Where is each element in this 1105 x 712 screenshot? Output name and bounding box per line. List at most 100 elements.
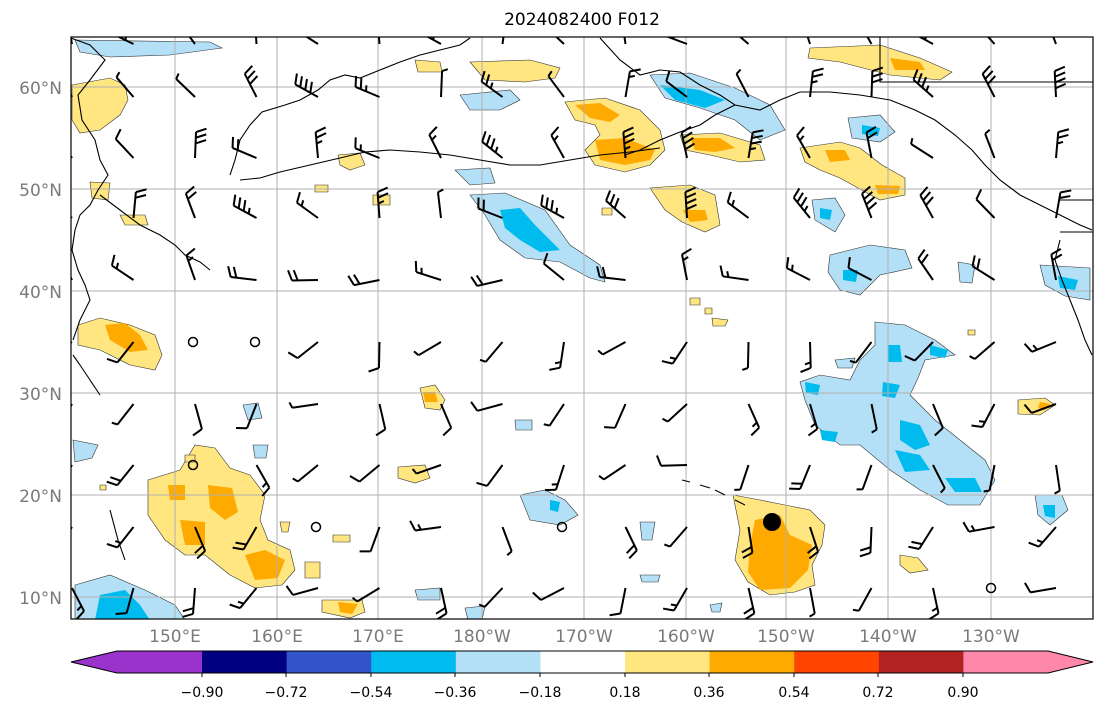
wind-barb [232,526,258,551]
colorbar-tick-label: 0.72 [862,685,893,701]
blue-core [820,430,838,442]
wind-barb-shaft [681,254,688,281]
wind-barb-feather [287,351,299,359]
wind-barb [665,70,688,98]
wind-barb-shaft [116,37,134,45]
wind-barb-feather [807,428,818,437]
wind-barb-feather [624,145,631,151]
wind-barb-shaft [194,131,198,159]
wind-barb [413,341,442,357]
wind-barb-shaft [1055,192,1062,219]
wind-barb [532,587,565,601]
wind-barb-shaft [624,526,638,551]
wind-barb-feather [864,27,868,32]
wind-barb-shaft [547,75,565,98]
wind-barb [255,464,271,497]
blue-region [519,489,579,526]
wind-barb-shaft [865,132,873,159]
wind-barb-shaft [188,37,196,45]
north-america-west-coast [1054,239,1093,356]
colorbar-tick-label: 0.36 [693,685,724,701]
wind-barb [106,526,135,549]
wind-barb-feather [244,65,253,75]
wind-barb-feather [859,552,871,558]
wind-barb-shaft [296,201,319,219]
wind-barb-shaft [416,464,442,475]
wind-barb-shaft [861,464,873,490]
wind-barb-feather [597,349,604,356]
wind-barb [747,129,764,159]
wind-barb-feather [413,350,420,356]
wind-barb-shaft [739,464,750,490]
colorbar-tick-label: 0.54 [778,685,809,701]
wind-barb [849,341,873,364]
wind-barb-feather [304,78,308,91]
wind-barb-feather [294,73,298,85]
wind-barb [436,188,444,219]
wind-barbs [61,19,1072,619]
wind-barb-feather [750,140,762,145]
wind-barb-shaft [115,76,135,98]
wind-barb-feather [506,550,513,556]
blue-core [882,382,900,398]
wind-barb-feather [1054,77,1066,84]
wind-barb-feather [299,76,303,88]
blue-core [805,382,820,395]
wind-barb-feather [871,428,878,434]
wind-barb [106,341,135,364]
wind-barb [904,341,934,362]
wind-barb-shaft [680,132,688,159]
wind-barb-feather [187,256,194,262]
wind-barb-feather [908,545,920,550]
wind-barb [188,37,196,45]
wind-barb-feather [295,191,301,204]
wind-barb-feather [442,427,452,437]
wind-barb [908,526,934,550]
lat-label: 10°N [19,589,62,609]
colorbar-tick-label: −0.18 [519,685,562,701]
wind-barb-shaft [71,92,73,98]
wind-barb [919,186,934,219]
wind-barb-shaft [809,341,812,369]
wind-barb-shaft [255,37,258,45]
wind-barb-feather [378,19,388,24]
wind-barb-feather [742,551,753,559]
wind-barb-feather [475,274,484,286]
wind-barb-feather [114,540,122,544]
wind-barb [981,65,997,98]
wind-barb [549,341,565,371]
wind-barb [285,585,319,596]
wind-barb [426,37,442,45]
lat-label: 50°N [19,181,62,201]
colorbar-extend-low [71,651,117,673]
wind-barb [847,256,872,281]
wind-barb-feather [61,66,69,74]
wind-barb-feather [663,543,671,548]
wind-barb-feather [807,545,817,554]
wind-barb [684,186,697,219]
wind-barb-feather [1028,541,1040,548]
wind-barb-feather [431,134,437,141]
wind-barb-feather [681,247,692,256]
blue-core [930,345,948,358]
wind-barb-feather [737,24,741,34]
wind-barb-shaft [418,341,442,357]
lat-label: 20°N [19,487,62,507]
colorbar-tick-label: −0.54 [350,685,393,701]
wind-barb-feather [871,78,883,84]
wind-barb-shaft [918,526,934,550]
wind-barb [856,464,873,491]
lon-label: 150°W [757,627,815,647]
wind-barb-feather [255,27,260,29]
wind-barb-shaft [71,587,85,612]
blue-region [639,521,656,541]
wind-barb-shaft [738,37,750,45]
wind-barb-feather [684,186,696,193]
wind-barb-shaft [932,403,944,429]
wind-barb-feather [626,544,636,554]
wind-barb-feather [613,197,620,209]
wind-barb [596,266,626,281]
wind-barb-feather [726,271,730,278]
wind-barb-feather [296,19,298,30]
lon-label: 150°E [149,627,201,647]
